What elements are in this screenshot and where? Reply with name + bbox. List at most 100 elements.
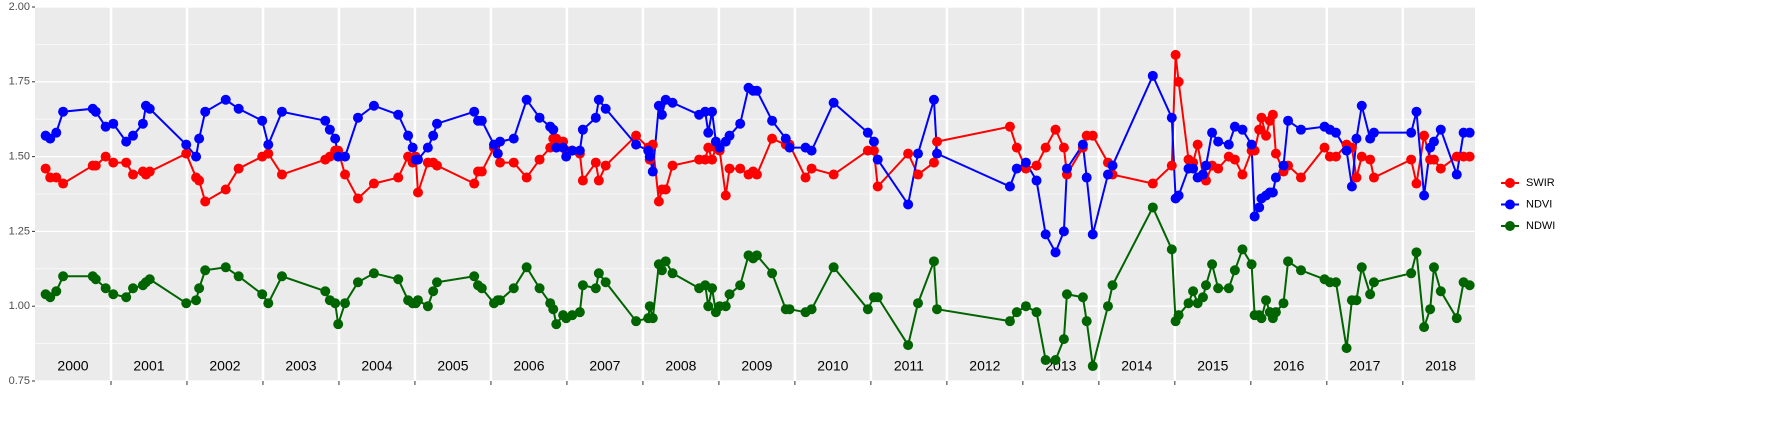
point [1200, 160, 1211, 171]
point [928, 94, 939, 105]
point [194, 133, 205, 144]
point [422, 142, 433, 153]
point [521, 262, 532, 273]
point [352, 277, 363, 288]
point [1058, 334, 1069, 345]
point [1061, 163, 1072, 174]
point [534, 283, 545, 294]
point [1173, 190, 1184, 201]
point [428, 286, 439, 297]
point [263, 139, 274, 150]
point [1435, 286, 1446, 297]
point [393, 109, 404, 120]
point [751, 85, 762, 96]
point [1283, 256, 1294, 267]
point [276, 169, 287, 180]
legend-key [1505, 199, 1515, 210]
point [1428, 262, 1439, 273]
point [233, 271, 244, 282]
point [593, 175, 604, 186]
point [1020, 301, 1031, 312]
point [806, 163, 817, 174]
point [1419, 130, 1430, 141]
point [903, 199, 914, 210]
point [534, 154, 545, 165]
point [1368, 277, 1379, 288]
point [703, 142, 714, 153]
point [1147, 178, 1158, 189]
year-label: 2007 [589, 358, 620, 374]
point [1411, 106, 1422, 117]
point [469, 271, 480, 282]
point [403, 130, 414, 141]
point [631, 130, 642, 141]
point [862, 127, 873, 138]
point [1192, 139, 1203, 150]
point [660, 256, 671, 267]
point [128, 169, 139, 180]
point [1330, 277, 1341, 288]
point [703, 301, 714, 312]
point [647, 313, 658, 324]
point [735, 163, 746, 174]
point [1170, 49, 1181, 60]
point [1365, 289, 1376, 300]
year-label: 2005 [437, 358, 468, 374]
point [1173, 76, 1184, 87]
point [1213, 163, 1224, 174]
legend-label: NDWI [1526, 220, 1555, 232]
point [1351, 172, 1362, 183]
year-label: 2008 [665, 358, 696, 374]
point [653, 196, 664, 207]
point [108, 118, 119, 129]
point [1270, 172, 1281, 183]
point [558, 142, 569, 153]
point [653, 100, 664, 111]
point [806, 145, 817, 156]
year-label: 2009 [741, 358, 772, 374]
point [1229, 121, 1240, 132]
point [1283, 115, 1294, 126]
point [1256, 112, 1267, 123]
point [903, 148, 914, 159]
point [330, 133, 341, 144]
point [1261, 295, 1272, 306]
point [1011, 163, 1022, 174]
point [1081, 172, 1092, 183]
point [1351, 133, 1362, 144]
point [220, 262, 231, 273]
point [600, 103, 611, 114]
point [577, 124, 588, 135]
year-label: 2016 [1273, 358, 1304, 374]
point [144, 274, 155, 285]
point [912, 169, 923, 180]
y-tick-label: 1.75 [9, 76, 30, 88]
point [368, 268, 379, 279]
point [735, 280, 746, 291]
point [412, 295, 423, 306]
year-label: 2017 [1349, 358, 1380, 374]
point [1356, 100, 1367, 111]
point [567, 145, 578, 156]
point [593, 268, 604, 279]
point [90, 106, 101, 117]
point [1050, 124, 1061, 135]
point [1229, 154, 1240, 165]
point [1254, 124, 1265, 135]
point [784, 142, 795, 153]
point [1031, 307, 1042, 318]
point [1237, 169, 1248, 180]
point [1207, 127, 1218, 138]
point [220, 184, 231, 195]
year-label: 2001 [133, 358, 164, 374]
point [567, 310, 578, 321]
point [780, 133, 791, 144]
point [1040, 355, 1051, 366]
point [1254, 202, 1265, 213]
year-label: 2015 [1197, 358, 1228, 374]
point [574, 145, 585, 156]
point [724, 163, 735, 174]
y-tick-label: 1.00 [9, 300, 30, 312]
point [1267, 109, 1278, 120]
